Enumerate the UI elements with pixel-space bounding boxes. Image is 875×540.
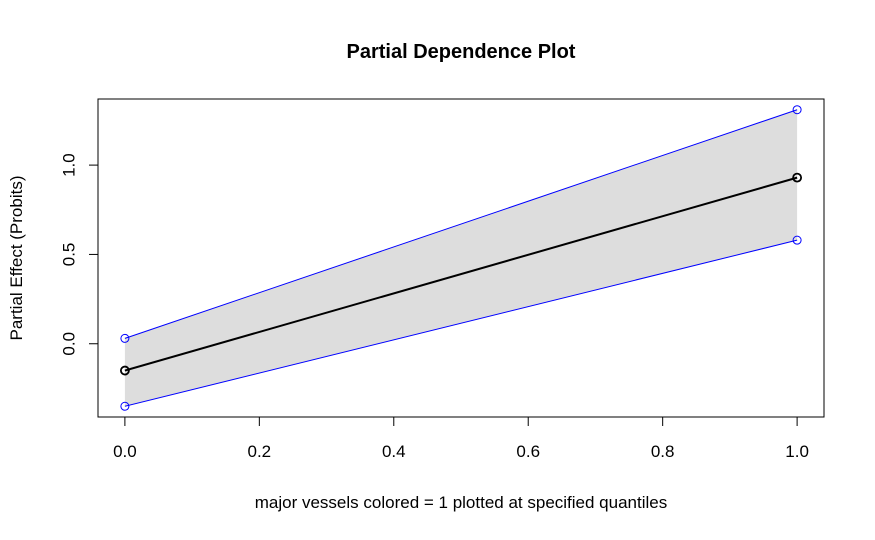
- y-tick-label: 0.5: [59, 243, 78, 267]
- upper-bound-series: [120, 105, 802, 343]
- upper-bound-line: [124, 109, 798, 339]
- lower-bound-series: [120, 235, 802, 411]
- upper-bound-point: [120, 333, 130, 343]
- estimate-point: [119, 365, 130, 376]
- y-axis-label: Partial Effect (Probits): [7, 175, 26, 340]
- x-tick-label: 0.0: [113, 442, 137, 461]
- confidence-band: [124, 109, 798, 407]
- confidence-band-fill: [124, 109, 798, 407]
- x-tick-label: 0.8: [651, 442, 675, 461]
- estimate-line: [124, 176, 798, 372]
- y-tick-label: 1.0: [59, 153, 78, 177]
- x-tick-label: 0.4: [382, 442, 406, 461]
- x-tick-label: 0.6: [516, 442, 540, 461]
- chart-title: Partial Dependence Plot: [347, 41, 576, 63]
- lower-bound-point: [792, 235, 802, 245]
- x-axis-label: major vessels colored = 1 plotted at spe…: [255, 493, 667, 512]
- x-tick-label: 1.0: [785, 442, 809, 461]
- series-group: [119, 105, 803, 411]
- y-tick-label: 0.0: [59, 332, 78, 356]
- estimate-series: [119, 172, 803, 376]
- x-tick-label: 0.2: [248, 442, 272, 461]
- x-axis: 0.0 0.2 0.4 0.6 0.8 1.0: [113, 416, 809, 461]
- lower-bound-line: [124, 239, 798, 407]
- upper-bound-point: [792, 105, 802, 115]
- estimate-point: [792, 172, 803, 183]
- lower-bound-point: [120, 401, 130, 411]
- y-axis: 0.0 0.5 1.0: [59, 153, 99, 356]
